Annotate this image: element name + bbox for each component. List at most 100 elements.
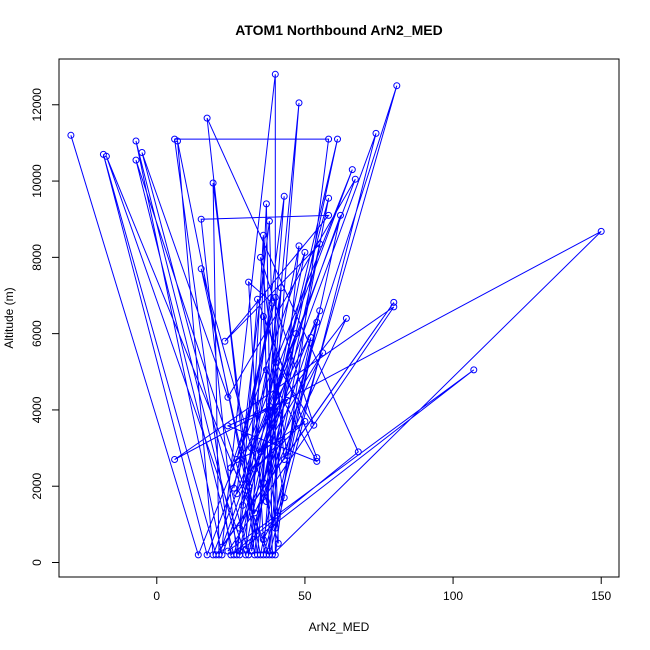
data-point-6	[390, 298, 398, 306]
data-point-13	[354, 448, 362, 456]
data-point-20	[102, 152, 110, 160]
data-point-95	[257, 448, 264, 456]
data-point-71	[254, 295, 261, 303]
data-point-64	[251, 509, 259, 517]
y-tick-label-6: 12000	[30, 88, 44, 122]
data-point-85	[257, 253, 264, 261]
points-group	[67, 70, 605, 559]
data-point-87	[307, 334, 315, 341]
data-point-74	[271, 524, 279, 532]
y-tick-label-4: 8000	[30, 244, 44, 271]
data-point-22	[372, 129, 380, 137]
data-point-57	[295, 242, 303, 250]
x-tick-label-0: 0	[153, 589, 160, 603]
data-point-32	[174, 137, 181, 145]
data-point-92	[313, 457, 321, 465]
data-point-0	[67, 131, 75, 139]
data-point-80	[248, 444, 256, 452]
data-point-7	[218, 543, 226, 551]
data-point-26	[334, 135, 341, 143]
data-point-78	[262, 498, 270, 505]
chart-title: ATOM1 Northbound ArN2_MED	[235, 22, 442, 38]
y-tick-label-2: 4000	[30, 396, 44, 423]
data-point-1	[194, 551, 202, 559]
y-tick-label-0: 0	[30, 559, 44, 566]
data-point-68	[233, 490, 241, 498]
data-point-29	[224, 393, 232, 401]
data-point-34	[325, 194, 333, 202]
data-point-86	[283, 452, 291, 460]
data-point-77	[277, 284, 285, 292]
data-point-72	[313, 454, 321, 462]
data-point-89	[274, 402, 282, 410]
data-point-98	[277, 436, 285, 444]
data-point-46	[221, 337, 229, 345]
series-line	[70, 74, 602, 557]
data-point-70	[236, 524, 244, 532]
data-point-76	[245, 482, 253, 490]
data-point-61	[301, 248, 309, 256]
data-point-93	[224, 422, 232, 430]
data-point-59	[259, 231, 267, 239]
data-point-39	[215, 551, 223, 559]
data-point-66	[274, 539, 282, 547]
data-point-73	[259, 313, 267, 320]
data-point-105	[280, 494, 288, 502]
data-point-42	[280, 192, 288, 200]
data-point-84	[310, 421, 318, 429]
data-point-38	[337, 211, 344, 219]
data-point-52	[171, 456, 179, 463]
x-axis: 0 50 100 150	[153, 576, 612, 603]
data-point-10	[325, 135, 333, 143]
data-point-90	[239, 501, 247, 509]
x-tick-label-3: 150	[591, 589, 611, 603]
data-point-63	[342, 314, 350, 322]
y-axis-label: Altitude (m)	[2, 287, 16, 348]
data-point-65	[197, 265, 205, 273]
data-point-100	[271, 293, 279, 301]
data-point-91	[262, 366, 270, 374]
data-point-24	[132, 137, 140, 145]
data-point-79	[292, 330, 300, 338]
data-point-67	[265, 217, 273, 225]
data-point-28	[138, 149, 146, 156]
data-point-14	[203, 114, 211, 122]
data-point-44	[197, 215, 205, 223]
x-axis-label: ArN2_MED	[309, 620, 370, 634]
data-point-106	[265, 402, 273, 410]
x-tick-label-1: 50	[298, 589, 312, 603]
y-axis: 0 2000 4000 6000 8000 10000 12000	[30, 88, 60, 566]
data-point-75	[316, 307, 324, 315]
y-tick-label-3: 6000	[30, 320, 44, 347]
data-point-60	[242, 545, 250, 553]
data-point-69	[319, 349, 327, 357]
x-tick-label-2: 100	[443, 589, 463, 603]
data-point-56	[236, 547, 244, 555]
y-tick-label-1: 2000	[30, 473, 44, 500]
data-point-51	[597, 227, 605, 235]
data-point-2	[348, 166, 356, 174]
data-point-45	[325, 211, 333, 219]
data-point-96	[301, 417, 309, 425]
data-point-107	[254, 410, 261, 418]
data-point-35	[230, 551, 238, 559]
series-group	[70, 74, 602, 557]
data-point-36	[132, 156, 140, 164]
data-point-30	[351, 175, 359, 183]
data-point-62	[227, 464, 235, 472]
data-point-16	[295, 99, 303, 107]
data-point-99	[233, 456, 241, 463]
data-point-88	[259, 478, 267, 486]
data-point-94	[283, 396, 291, 404]
data-point-58	[265, 547, 273, 555]
data-point-101	[230, 484, 238, 492]
data-point-21	[265, 551, 273, 559]
data-point-23	[218, 551, 226, 559]
y-tick-label-5: 10000	[30, 164, 44, 198]
data-point-53	[390, 303, 398, 311]
data-point-104	[259, 536, 267, 544]
data-point-55	[470, 366, 478, 374]
data-point-97	[251, 465, 259, 473]
